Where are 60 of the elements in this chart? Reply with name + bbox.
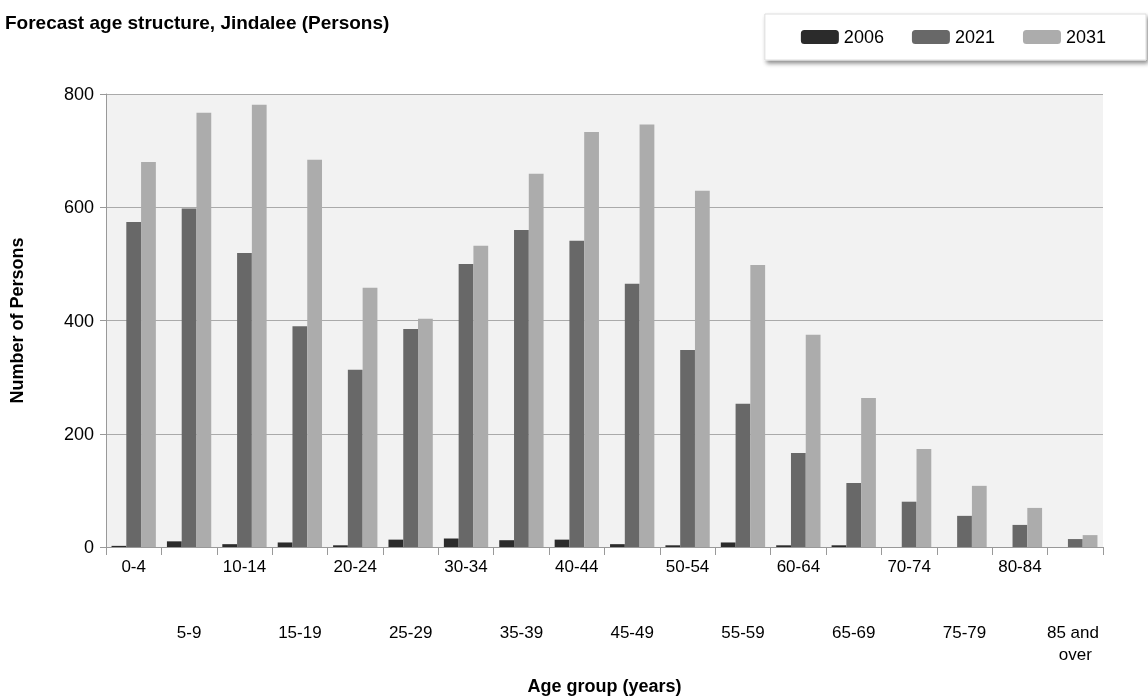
legend-label: 2006: [843, 27, 884, 47]
bar: [569, 240, 585, 547]
x-tick-label: 65-69: [832, 622, 876, 642]
bar: [735, 403, 751, 547]
bar: [1027, 507, 1043, 547]
x-tick-label: 20-24: [333, 556, 377, 576]
y-tick-label: 0: [83, 537, 94, 557]
bar: [1082, 535, 1098, 547]
bar: [1067, 539, 1083, 547]
x-tick-label: 25-29: [388, 622, 433, 642]
bar: [624, 283, 640, 547]
bar: [1012, 524, 1028, 547]
y-tick-label: 800: [63, 84, 94, 104]
x-tick-label: 30-34: [444, 556, 488, 576]
y-tick-label: 400: [63, 310, 94, 331]
bar: [443, 538, 459, 547]
x-tick-label: 45-49: [610, 622, 654, 642]
x-tick-label: 85 and over: [1046, 622, 1104, 664]
legend-label: 2031: [1065, 27, 1106, 47]
bar: [846, 483, 862, 547]
bar: [680, 349, 695, 547]
x-tick-label: 70-74: [887, 556, 931, 576]
x-tick-label: 50-54: [665, 556, 710, 576]
x-tick-label: 35-39: [499, 622, 544, 642]
x-tick-label: 80-84: [998, 556, 1042, 576]
x-tick-label: 75-79: [942, 622, 987, 642]
bar: [403, 328, 419, 547]
x-axis-title: Age group (years): [527, 676, 682, 696]
bar: [181, 208, 197, 547]
y-tick-label: 200: [63, 423, 94, 444]
bar: [499, 540, 515, 547]
bar: [901, 501, 917, 547]
bar: [277, 542, 293, 547]
bar: [126, 221, 142, 547]
bar: [916, 449, 932, 547]
x-tick-label: 10-14: [222, 556, 267, 576]
bar: [720, 542, 736, 547]
y-axis-title: Number of Persons: [7, 237, 27, 404]
bar: [610, 544, 625, 547]
bar: [971, 485, 987, 547]
x-tick-label: 0-4: [121, 556, 146, 576]
bar: [166, 541, 182, 547]
x-tick-label: 55-59: [721, 622, 765, 642]
x-tick-label: 15-19: [278, 622, 322, 642]
legend-label: 2021: [954, 27, 995, 47]
bar: [347, 369, 363, 547]
x-tick-label: 40-44: [555, 556, 599, 576]
bar: [957, 515, 972, 547]
bar: [790, 453, 806, 547]
chart-title: Forecast age structure, Jindalee (Persons): [5, 12, 390, 33]
bar: [292, 326, 308, 547]
bar: [222, 544, 238, 547]
bar: [237, 253, 252, 547]
x-tick-label: 60-64: [776, 556, 821, 576]
bar: [388, 539, 404, 547]
bar: [458, 263, 474, 547]
x-tick-label: 5-9: [176, 622, 202, 642]
y-tick-label: 600: [63, 197, 94, 218]
bar: [554, 539, 570, 547]
bar: [514, 229, 529, 547]
